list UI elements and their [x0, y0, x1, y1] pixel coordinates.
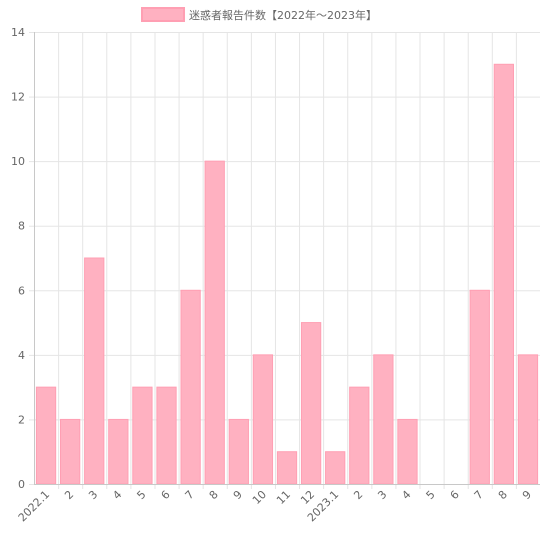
axes [29, 32, 540, 485]
y-axis-ticks: 0 2 4 6 8 10 12 14 [11, 26, 34, 491]
grid-lines [34, 32, 540, 489]
bar[interactable] [349, 386, 370, 485]
bar[interactable] [204, 160, 225, 485]
bar[interactable] [469, 289, 490, 485]
x-tick-label: 9 [520, 488, 534, 502]
bar[interactable] [493, 63, 514, 485]
x-tick-label: 12 [298, 488, 317, 507]
bars [35, 63, 539, 485]
legend-label: 迷惑者報告件数【2022年～2023年】 [189, 8, 377, 22]
x-tick-label: 5 [134, 488, 148, 502]
bar[interactable] [60, 418, 81, 485]
x-tick-label: 2022.1 [16, 488, 52, 524]
x-tick-label: 3 [375, 488, 389, 502]
bar[interactable] [180, 289, 201, 485]
y-tick-label: 2 [18, 413, 25, 426]
bar[interactable] [300, 322, 322, 485]
y-tick-label: 6 [18, 284, 25, 297]
y-tick-label: 10 [11, 155, 25, 168]
y-tick-label: 14 [11, 26, 25, 39]
x-tick-label: 6 [448, 488, 462, 502]
x-tick-label: 9 [231, 488, 245, 502]
bar[interactable] [373, 354, 394, 485]
x-tick-label: 8 [496, 488, 510, 502]
bar[interactable] [132, 386, 153, 485]
legend-swatch [141, 7, 185, 22]
x-tick-label: 7 [183, 488, 197, 502]
x-tick-label: 7 [472, 488, 486, 502]
legend[interactable]: 迷惑者報告件数【2022年～2023年】 [141, 7, 377, 22]
bar[interactable] [397, 418, 418, 485]
x-tick-label: 3 [86, 488, 100, 502]
bar[interactable] [156, 386, 177, 485]
x-tick-label: 2 [62, 488, 76, 502]
y-tick-label: 12 [11, 91, 25, 104]
bar[interactable] [517, 354, 539, 485]
x-tick-label: 10 [250, 488, 269, 507]
x-tick-label: 4 [110, 488, 124, 502]
x-tick-label: 6 [159, 488, 173, 502]
x-tick-label: 8 [207, 488, 221, 502]
y-tick-label: 0 [18, 478, 25, 491]
x-tick-label: 5 [424, 488, 438, 502]
y-tick-label: 8 [18, 220, 25, 233]
bar[interactable] [84, 257, 105, 485]
bar[interactable] [325, 451, 346, 485]
bar[interactable] [35, 386, 57, 485]
y-tick-label: 4 [18, 349, 25, 362]
x-tick-label: 11 [274, 488, 293, 507]
bar[interactable] [252, 354, 274, 485]
bar[interactable] [276, 451, 298, 485]
bar[interactable] [108, 418, 129, 485]
bar[interactable] [228, 418, 249, 485]
x-tick-label: 2 [351, 488, 365, 502]
x-tick-label: 4 [399, 488, 413, 502]
